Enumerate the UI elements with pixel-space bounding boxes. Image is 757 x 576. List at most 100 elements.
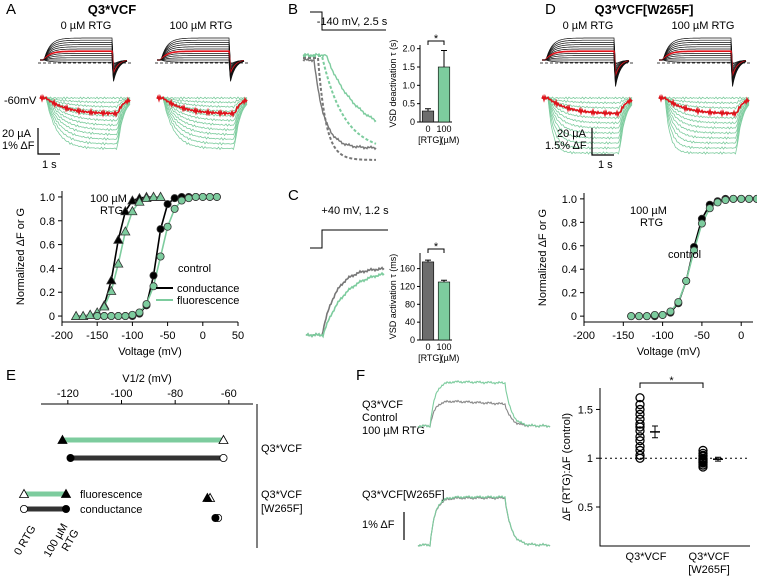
data-point — [106, 275, 117, 285]
activation-trace — [305, 271, 385, 339]
x-tick-label: -150 — [86, 330, 108, 342]
category-label: [W265F] — [261, 503, 303, 515]
panel-title: Q3*VCF[W265F] — [595, 2, 694, 17]
data-point — [163, 222, 172, 231]
y-axis-label: ΔF (RTG):ΔF (control) — [561, 413, 573, 521]
data-point — [114, 312, 123, 321]
trace-label: 0 µM RTG — [563, 20, 614, 32]
data-point — [184, 194, 193, 203]
protocol-label: +40 mV, 1.2 s — [321, 205, 389, 217]
deactivation-trace — [302, 57, 377, 151]
y-tick-label: 0.4 — [562, 264, 577, 276]
data-point — [698, 462, 708, 472]
y-tick-label: 0 — [49, 311, 55, 323]
fluorescence-trace — [417, 379, 551, 429]
data-point — [149, 282, 158, 291]
data-point — [690, 246, 699, 255]
y-tick-label: 0.8 — [40, 216, 55, 228]
data-point — [729, 194, 738, 203]
fluorescence-trace — [156, 93, 248, 118]
fluorescence-trace — [156, 96, 248, 132]
fluorescence-trace — [39, 96, 131, 104]
data-point — [212, 192, 221, 201]
fluorescence-trace — [658, 96, 750, 130]
scale-label: 20 µA — [2, 128, 32, 140]
data-point — [70, 310, 82, 320]
trace-label: 100 µM RTG — [170, 20, 233, 32]
bar — [437, 66, 451, 123]
data-point — [650, 310, 659, 319]
fluorescence-trace — [658, 96, 750, 140]
significance-bracket — [427, 248, 445, 253]
panel-letter: D — [545, 1, 556, 18]
x-tick-label: -50 — [160, 330, 176, 342]
error-bar — [441, 279, 447, 282]
data-point — [205, 192, 214, 201]
data-point — [682, 276, 691, 285]
y-tick-label: 0.5 — [402, 99, 415, 109]
y-axis-label: Normalized ΔF or G — [15, 208, 27, 305]
data-point — [666, 307, 675, 316]
trace-label: Control — [362, 412, 397, 424]
fluorescence-trace — [541, 96, 633, 105]
fluorescence-trace — [658, 96, 750, 145]
fluorescence-trace — [658, 96, 750, 150]
significance-mark: * — [434, 241, 439, 253]
fluorescence-trace — [658, 96, 750, 105]
y-tick-label: 0.6 — [40, 240, 55, 252]
protocol-label: -140 mV, 2.5 s — [317, 16, 388, 28]
y-tick-label: 0.2 — [562, 288, 577, 300]
trace-label: 100 µM RTG — [362, 425, 425, 437]
data-point — [191, 192, 200, 201]
scale-bar — [591, 128, 614, 156]
fluorescence-trace — [541, 96, 633, 120]
data-point — [135, 308, 144, 317]
y-tick-label: 1.0 — [562, 194, 577, 206]
legend-marker-label: 0 RTG — [12, 524, 38, 558]
error-bar — [441, 50, 447, 67]
fluorescence-trace — [39, 96, 131, 100]
data-point — [642, 312, 651, 321]
panel-letter: B — [288, 1, 298, 18]
data-point — [100, 312, 109, 321]
fluorescence-trace — [541, 96, 633, 100]
data-point — [635, 441, 645, 452]
legend-marker — [60, 488, 72, 498]
fluorescence-trace — [541, 96, 633, 110]
legend-label: fluorescence — [177, 295, 239, 307]
fluorescence-trace — [39, 96, 131, 127]
data-point — [170, 194, 179, 203]
data-point — [635, 312, 644, 321]
data-point — [99, 301, 110, 311]
data-point — [635, 426, 645, 436]
significance-mark: * — [669, 375, 674, 387]
y-tick-label: 0 — [571, 311, 577, 323]
data-point — [128, 310, 137, 319]
data-point — [106, 285, 117, 295]
x-axis-label: (µM) — [441, 135, 460, 145]
bar — [437, 281, 451, 341]
fluorescence-trace — [541, 96, 633, 150]
fluorescence-trace — [658, 96, 750, 125]
trace-label: Q3*VCF — [362, 399, 403, 411]
fluorescence-trace — [156, 96, 248, 100]
current-trace — [157, 59, 245, 82]
data-point — [134, 196, 145, 206]
deactivation-trace — [303, 57, 376, 161]
fluorescence-trace — [658, 96, 750, 110]
x-axis-label: [RTG] — [418, 135, 442, 145]
y-tick-label: 0.2 — [40, 287, 55, 299]
scale-label: 1 s — [42, 159, 57, 171]
legend-marker — [62, 504, 71, 513]
current-trace — [40, 59, 128, 82]
x-axis-label: V1/2 (mV) — [122, 373, 172, 385]
fluorescence-trace — [39, 96, 131, 132]
x-tick-label: Q3*VCF — [689, 551, 730, 563]
category-label: Q3*VCF — [261, 443, 302, 455]
error-bar — [425, 259, 431, 262]
x-tick-label: -80 — [167, 388, 183, 400]
x-tick-label: -60 — [221, 388, 237, 400]
rtg-marker — [202, 492, 213, 502]
deactivation-trace — [303, 55, 377, 145]
